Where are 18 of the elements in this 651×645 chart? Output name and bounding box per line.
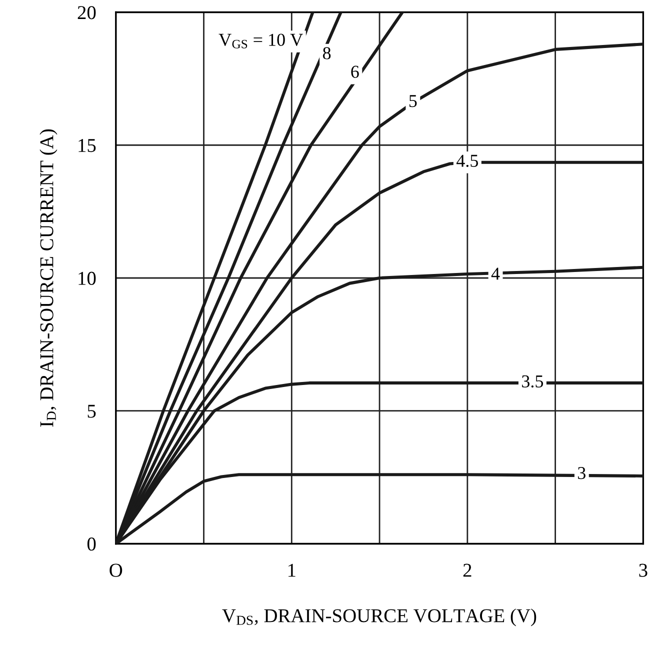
annotation: 4 — [491, 268, 500, 280]
y-tick-label: 15 — [78, 139, 96, 152]
x-tick-label: O — [110, 564, 122, 577]
annotation: V$_{GS}$ = 10 V — [218, 34, 303, 48]
y-tick-label: 20 — [78, 6, 96, 20]
x-axis-title: V$_{DS}$, DRAIN-SOURCE VOLTAGE (V) — [222, 608, 536, 626]
y-tick-label: 0 — [87, 538, 96, 551]
x-tick-label: 3 — [639, 564, 648, 577]
x-tick-label: 1 — [288, 564, 296, 577]
x-tick-label: 2 — [463, 564, 472, 577]
annotation: 4.5 — [456, 154, 478, 167]
y-axis-title: I$_{D}$, DRAIN-SOURCE CURRENT (A) — [40, 129, 58, 427]
annotation: 6 — [351, 66, 359, 78]
annotation: 3.5 — [522, 375, 544, 388]
annotation: 8 — [322, 47, 331, 60]
y-tick-label: 5 — [88, 404, 96, 418]
y-tick-label: 10 — [78, 272, 96, 285]
annotation: 3 — [578, 467, 586, 480]
